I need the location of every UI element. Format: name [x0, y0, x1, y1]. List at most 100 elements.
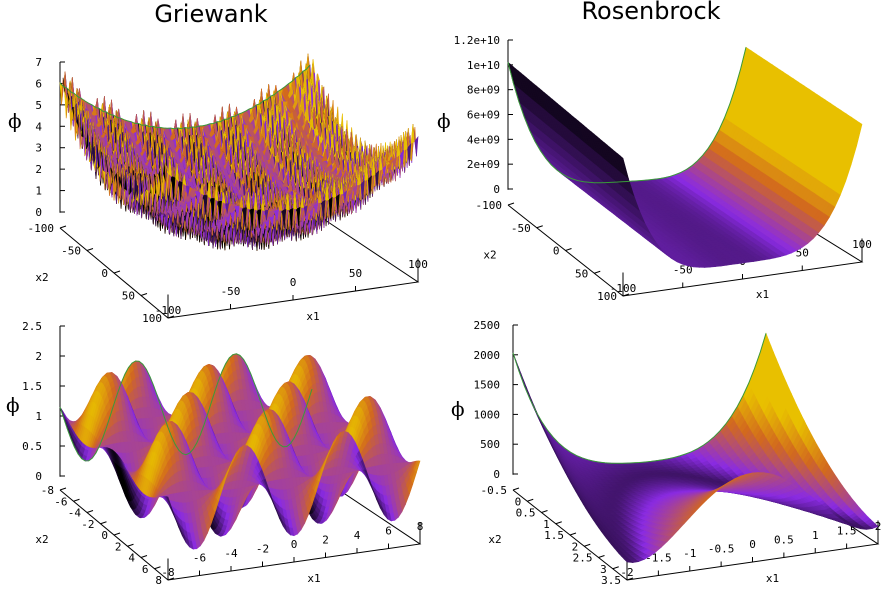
z-axis-label: ϕ [8, 109, 22, 133]
x-axis-label: x1 [756, 288, 769, 301]
y-tick-label: 4 [128, 552, 135, 565]
panel-rosenbrock-wide: 0 2e+09 4e+09 6e+09 8e+09 1e+10 1.2e+10 -100 -50… [437, 34, 872, 303]
x-tick-label: -1 [683, 547, 696, 560]
y-tick-label: -6 [54, 495, 67, 508]
surface [59, 353, 421, 550]
z-tick-label: 1e+10 [467, 59, 500, 72]
z-tick-label: 4e+09 [467, 133, 500, 146]
y-tick-label: 2.5 [573, 552, 593, 565]
y-tick [73, 498, 80, 502]
z-tick-label: 1.5 [22, 380, 42, 393]
surface-rim [59, 64, 311, 130]
x-tick-label: 0 [291, 538, 298, 551]
x-tick-label: 100 [408, 258, 428, 271]
y-axis-label: x2 [488, 533, 501, 546]
y-axis-label: x2 [35, 271, 48, 284]
y-tick [512, 487, 520, 491]
y-tick-label: 1.5 [544, 529, 564, 542]
y-tick [569, 532, 577, 536]
x-tick-label: -4 [224, 547, 238, 560]
y-tick-label: 8 [155, 574, 162, 587]
x-tick-label: -50 [221, 285, 241, 298]
x-tick-label: 50 [796, 247, 809, 260]
z-tick-label: 1500 [474, 379, 501, 392]
x-tick-label: -2 [620, 566, 633, 579]
y-tick-label: 6 [142, 563, 149, 576]
x-tick-label: -100 [610, 282, 637, 295]
z-axis-label: ϕ [451, 397, 465, 421]
z-tick-label: 2e+09 [467, 158, 500, 171]
y-tick-label: 0 [101, 529, 108, 542]
y-tick [527, 498, 534, 502]
y-tick [594, 270, 601, 274]
y-tick-label: 0 [515, 495, 522, 508]
z-tick-label: 1 [35, 410, 42, 423]
y-tick [541, 510, 548, 513]
y-tick [584, 543, 591, 547]
z-tick-label: 1000 [474, 408, 501, 421]
surface [512, 332, 879, 563]
y-tick-label: 3.5 [601, 574, 621, 587]
y-tick-label: 3 [600, 563, 607, 576]
y-axis-label: x2 [35, 533, 48, 546]
y-tick-label: 0 [101, 267, 108, 280]
y-tick-label: 50 [575, 267, 588, 280]
z-tick-label: 4 [35, 120, 42, 133]
x-tick-label: -2 [256, 543, 269, 556]
y-tick-label: 0 [553, 245, 560, 258]
x-tick-label: 0 [290, 276, 297, 289]
y-tick-label: -100 [28, 222, 55, 235]
x-tick-label: 2 [322, 534, 329, 547]
surface-rim [59, 353, 313, 462]
y-tick [100, 521, 107, 525]
x-tick-label: 0 [749, 538, 756, 551]
x-tick-label: 0.5 [774, 534, 794, 547]
y-tick [154, 566, 161, 570]
y-tick-label: -2 [81, 518, 94, 531]
title-griewank: Griewank [154, 0, 267, 28]
z-tick-label: 2.5 [22, 320, 42, 333]
y-tick [140, 293, 148, 296]
y-tick-label: -100 [476, 199, 503, 212]
x-axis-label: x1 [307, 572, 320, 585]
x-tick-label: 1.5 [837, 525, 857, 538]
x-axis-label: x1 [306, 310, 319, 323]
z-tick-label: 0 [493, 183, 500, 196]
y-tick [626, 577, 634, 581]
x-tick-label: -50 [673, 264, 693, 277]
y-tick [113, 270, 121, 274]
y-tick [565, 248, 572, 251]
y-tick [59, 225, 67, 229]
z-tick-label: 0 [493, 468, 500, 481]
surface [59, 53, 419, 251]
y-axis-label: x2 [483, 249, 496, 262]
y-tick-label: 50 [122, 290, 135, 303]
y-tick-label: -8 [41, 484, 54, 497]
y-tick-label: 1 [543, 518, 550, 531]
y-tick [59, 487, 67, 491]
y-tick-label: -50 [61, 245, 81, 258]
y-tick [86, 248, 94, 251]
z-tick-label: 2000 [474, 349, 501, 362]
y-tick [167, 315, 175, 319]
title-rosenbrock: Rosenbrock [581, 0, 720, 25]
z-tick-label: 500 [480, 438, 500, 451]
y-tick [86, 510, 94, 513]
y-tick [167, 577, 175, 581]
z-tick-label: 0.5 [22, 440, 42, 453]
x-tick-label: -8 [161, 566, 174, 579]
x-tick-label: 8 [417, 520, 424, 533]
x-tick-label: -0.5 [708, 543, 735, 556]
y-tick [140, 555, 148, 558]
z-tick-label: 2 [35, 350, 42, 363]
y-tick-label: 100 [597, 290, 617, 303]
x-tick-label: 4 [354, 529, 361, 542]
z-tick-label: 1 [35, 185, 42, 198]
z-axis-label: ϕ [6, 393, 20, 417]
y-tick [612, 566, 619, 570]
y-tick [555, 521, 562, 525]
surface-rim [507, 47, 747, 184]
